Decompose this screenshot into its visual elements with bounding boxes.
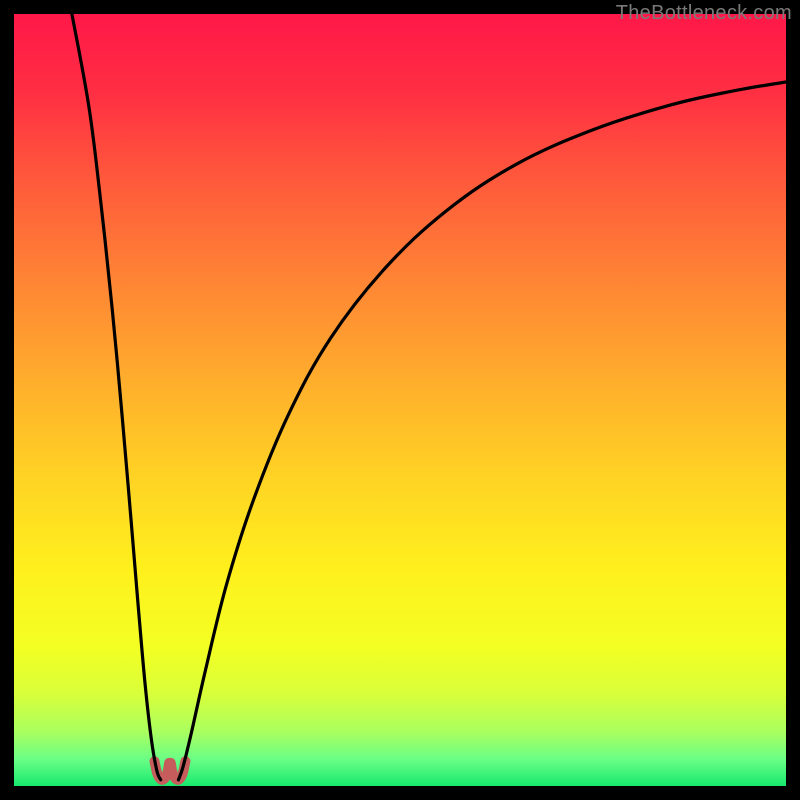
watermark-text: TheBottleneck.com xyxy=(616,2,792,25)
chart-canvas: TheBottleneck.com xyxy=(0,0,800,800)
plot-area xyxy=(14,14,786,786)
chart-svg xyxy=(14,14,786,786)
gradient-background xyxy=(14,14,786,786)
